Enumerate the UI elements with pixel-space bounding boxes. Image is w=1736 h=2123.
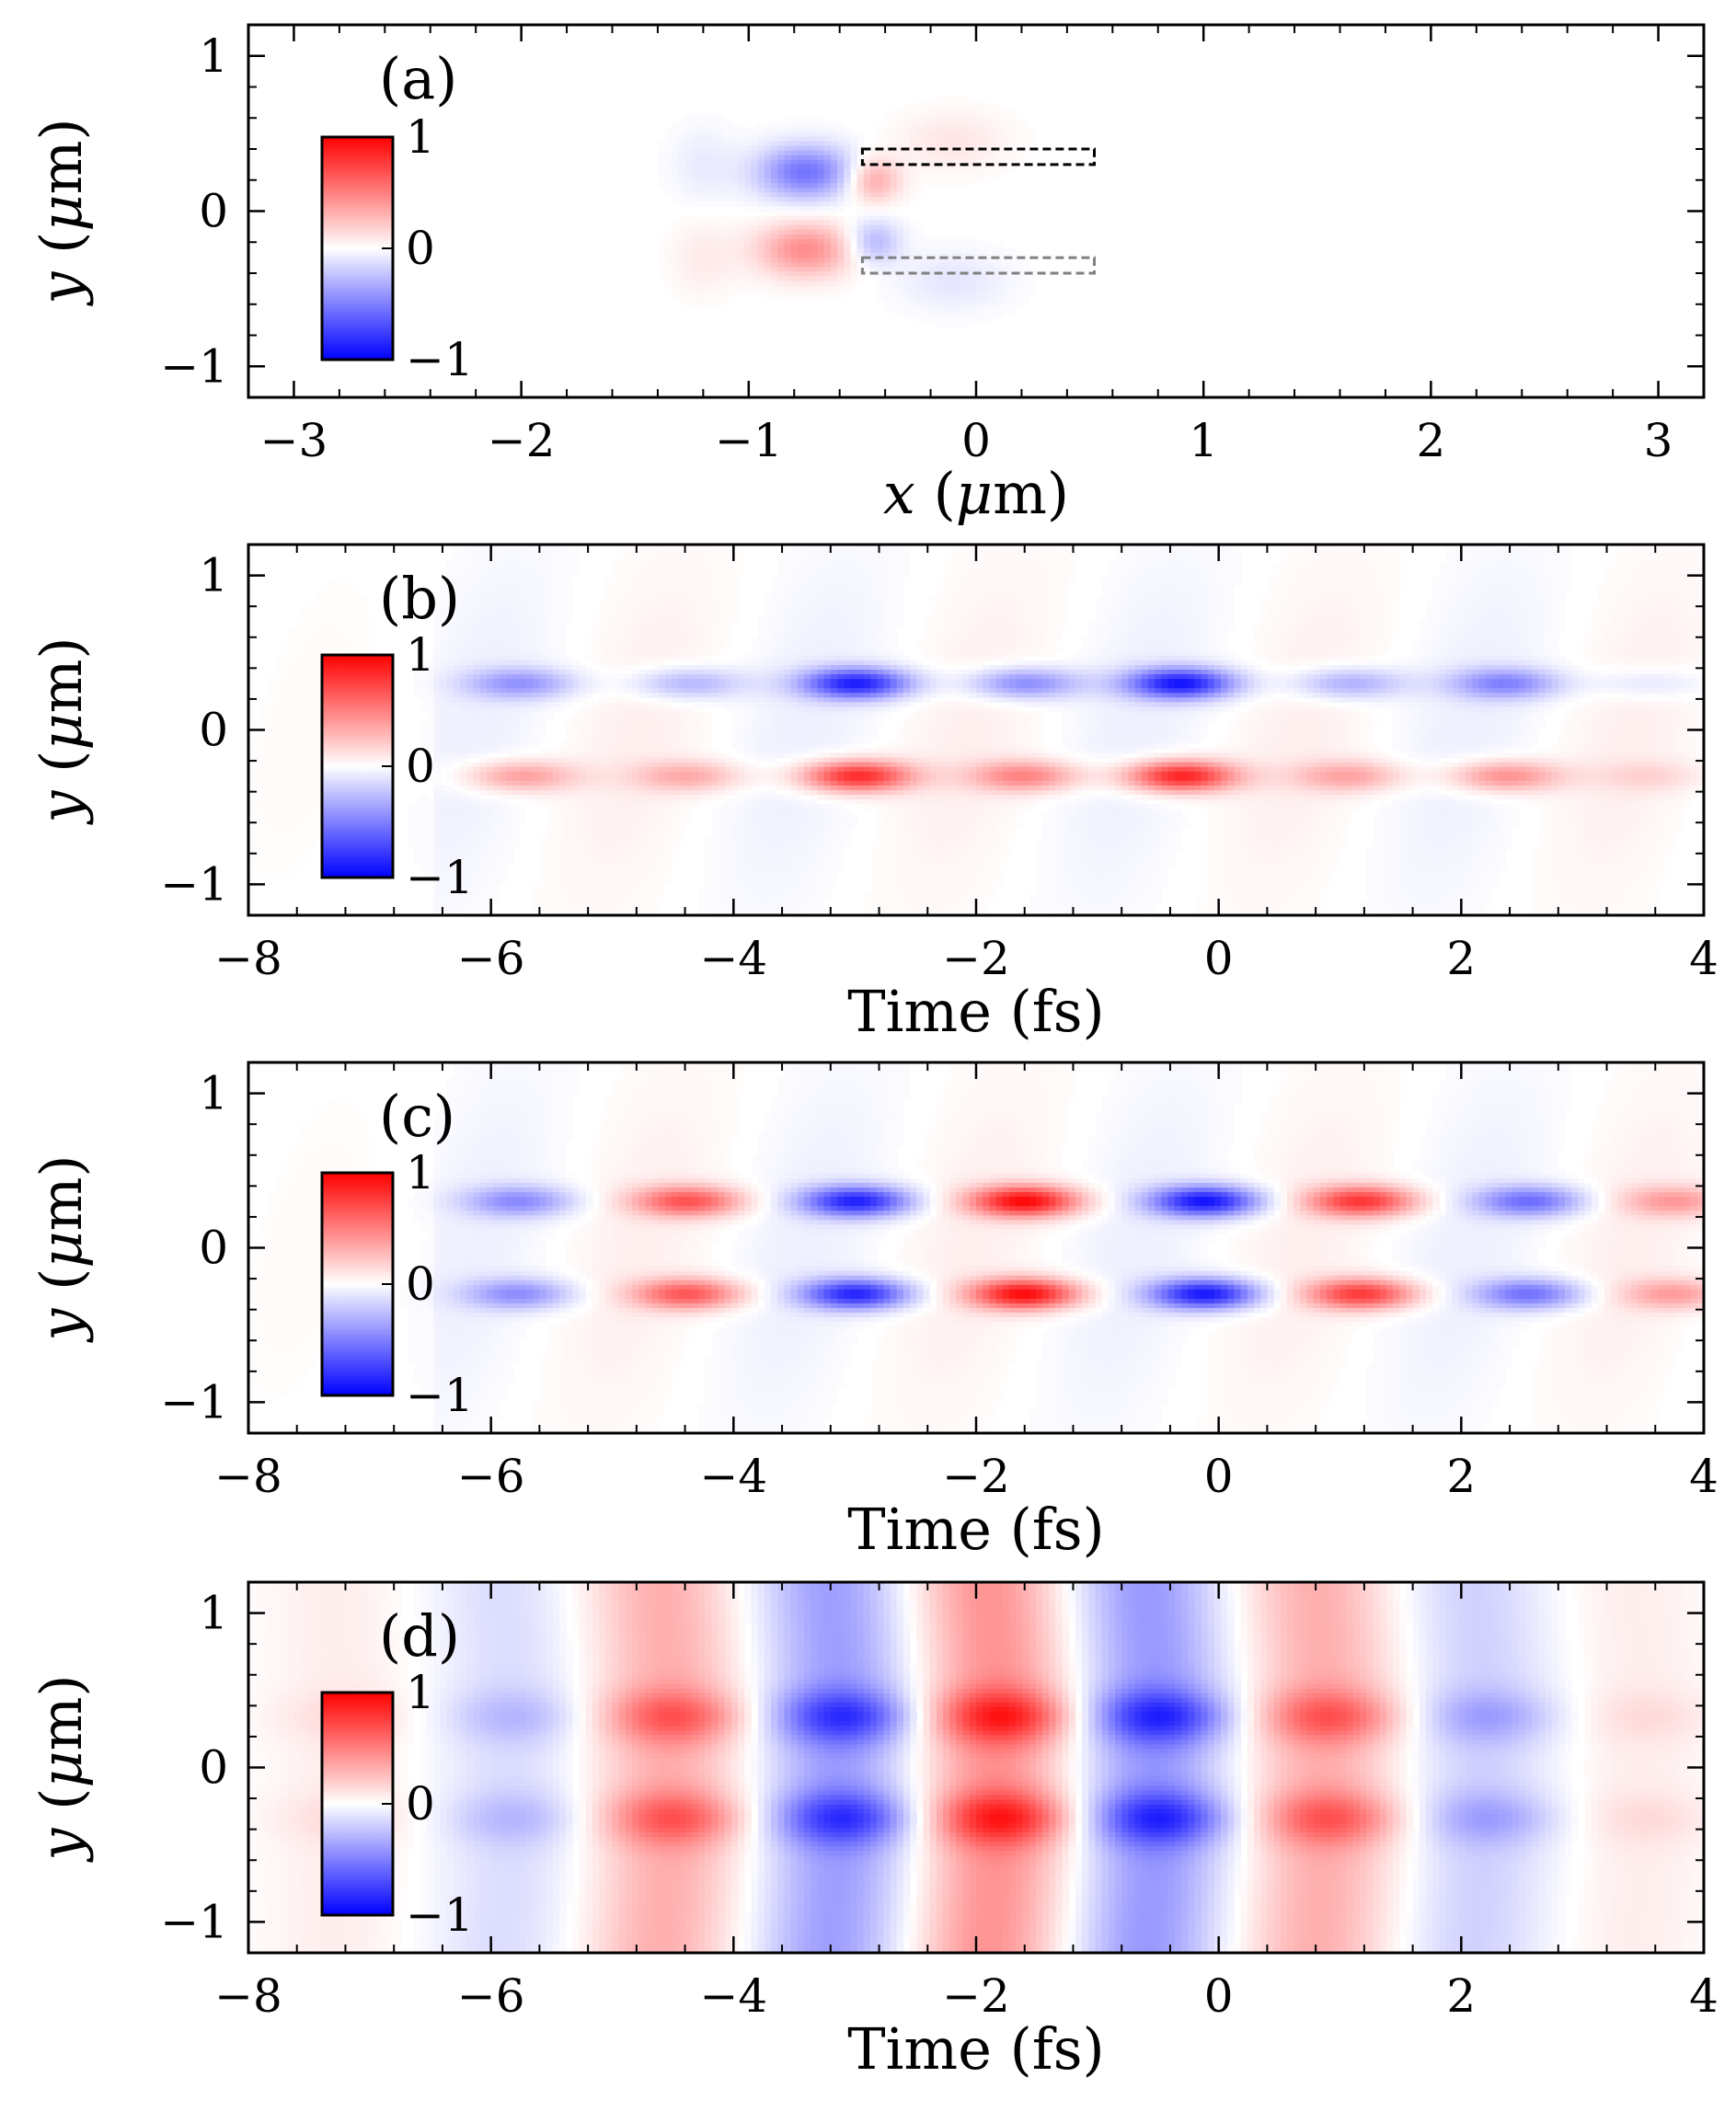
x-tick-label: −3 [260, 414, 328, 467]
y-tick-label: −1 [160, 1895, 228, 1948]
colorbar-tick-label: −1 [406, 333, 474, 386]
y-tick-label: 1 [199, 1067, 228, 1120]
x-tick-label: 3 [1644, 414, 1673, 467]
x-axis-label: Time (fs) [847, 1496, 1105, 1563]
x-axis-label: Time (fs) [847, 978, 1105, 1045]
x-axis-label: x (μm) [883, 460, 1069, 527]
x-tick-label: −1 [715, 414, 783, 467]
x-tick-label: −4 [699, 1969, 767, 2023]
x-tick-label: 4 [1689, 1450, 1719, 1503]
y-axis-label: y (μm) [28, 1154, 95, 1343]
colorbar-tick-label: −1 [406, 1369, 474, 1422]
colorbar-tick-label: 0 [406, 1257, 435, 1311]
colorbar-tick-label: 1 [406, 628, 435, 682]
colorbar-tick-label: 0 [406, 222, 435, 275]
y-axis-label: y (μm) [28, 118, 95, 306]
colorbar-tick-label: −1 [406, 1888, 474, 1942]
x-tick-label: −8 [214, 1969, 282, 2023]
x-tick-label: −6 [457, 1969, 525, 2023]
y-tick-label: 0 [199, 704, 228, 757]
colorbar-tick-label: 0 [406, 1777, 435, 1830]
x-tick-label: 2 [1446, 932, 1476, 985]
y-tick-label: 0 [199, 1222, 228, 1275]
x-tick-label: −4 [699, 1450, 767, 1503]
colorbar-tick-label: 1 [406, 1666, 435, 1719]
panel-label: (a) [379, 45, 457, 112]
y-tick-label: 0 [199, 185, 228, 238]
x-tick-label: 2 [1416, 414, 1445, 467]
x-tick-label: −2 [488, 414, 556, 467]
y-tick-label: −1 [160, 1375, 228, 1429]
x-tick-label: 0 [1204, 1969, 1234, 2023]
colorbar-tick-label: 0 [406, 740, 435, 793]
x-tick-label: −8 [214, 932, 282, 985]
colorbar-tick-label: −1 [406, 851, 474, 904]
colorbar-tick-label: 1 [406, 1146, 435, 1199]
y-tick-label: −1 [160, 857, 228, 911]
x-tick-label: 1 [1189, 414, 1218, 467]
panel-label: (b) [379, 565, 460, 632]
y-tick-label: 1 [199, 29, 228, 83]
y-axis-label: y (μm) [28, 1674, 95, 1863]
y-axis-label: y (μm) [28, 637, 95, 825]
colorbar-tick-label: 1 [406, 110, 435, 164]
x-tick-label: 0 [1204, 1450, 1234, 1503]
x-tick-label: 0 [1204, 932, 1234, 985]
x-tick-label: −6 [457, 1450, 525, 1503]
panel-label: (c) [379, 1083, 455, 1150]
x-tick-label: 4 [1689, 932, 1719, 985]
y-tick-label: 1 [199, 549, 228, 602]
y-tick-label: −1 [160, 339, 228, 393]
x-tick-label: −6 [457, 932, 525, 985]
x-axis-label: Time (fs) [847, 2015, 1105, 2083]
y-tick-label: 1 [199, 1587, 228, 1640]
x-tick-label: 4 [1689, 1969, 1719, 2023]
heatmap-a [659, 95, 1036, 328]
y-tick-label: 0 [199, 1741, 228, 1795]
panel-label: (d) [379, 1602, 460, 1670]
x-tick-label: −8 [214, 1450, 282, 1503]
x-tick-label: 2 [1446, 1450, 1476, 1503]
x-tick-label: 2 [1446, 1969, 1476, 2023]
x-tick-label: −4 [699, 932, 767, 985]
